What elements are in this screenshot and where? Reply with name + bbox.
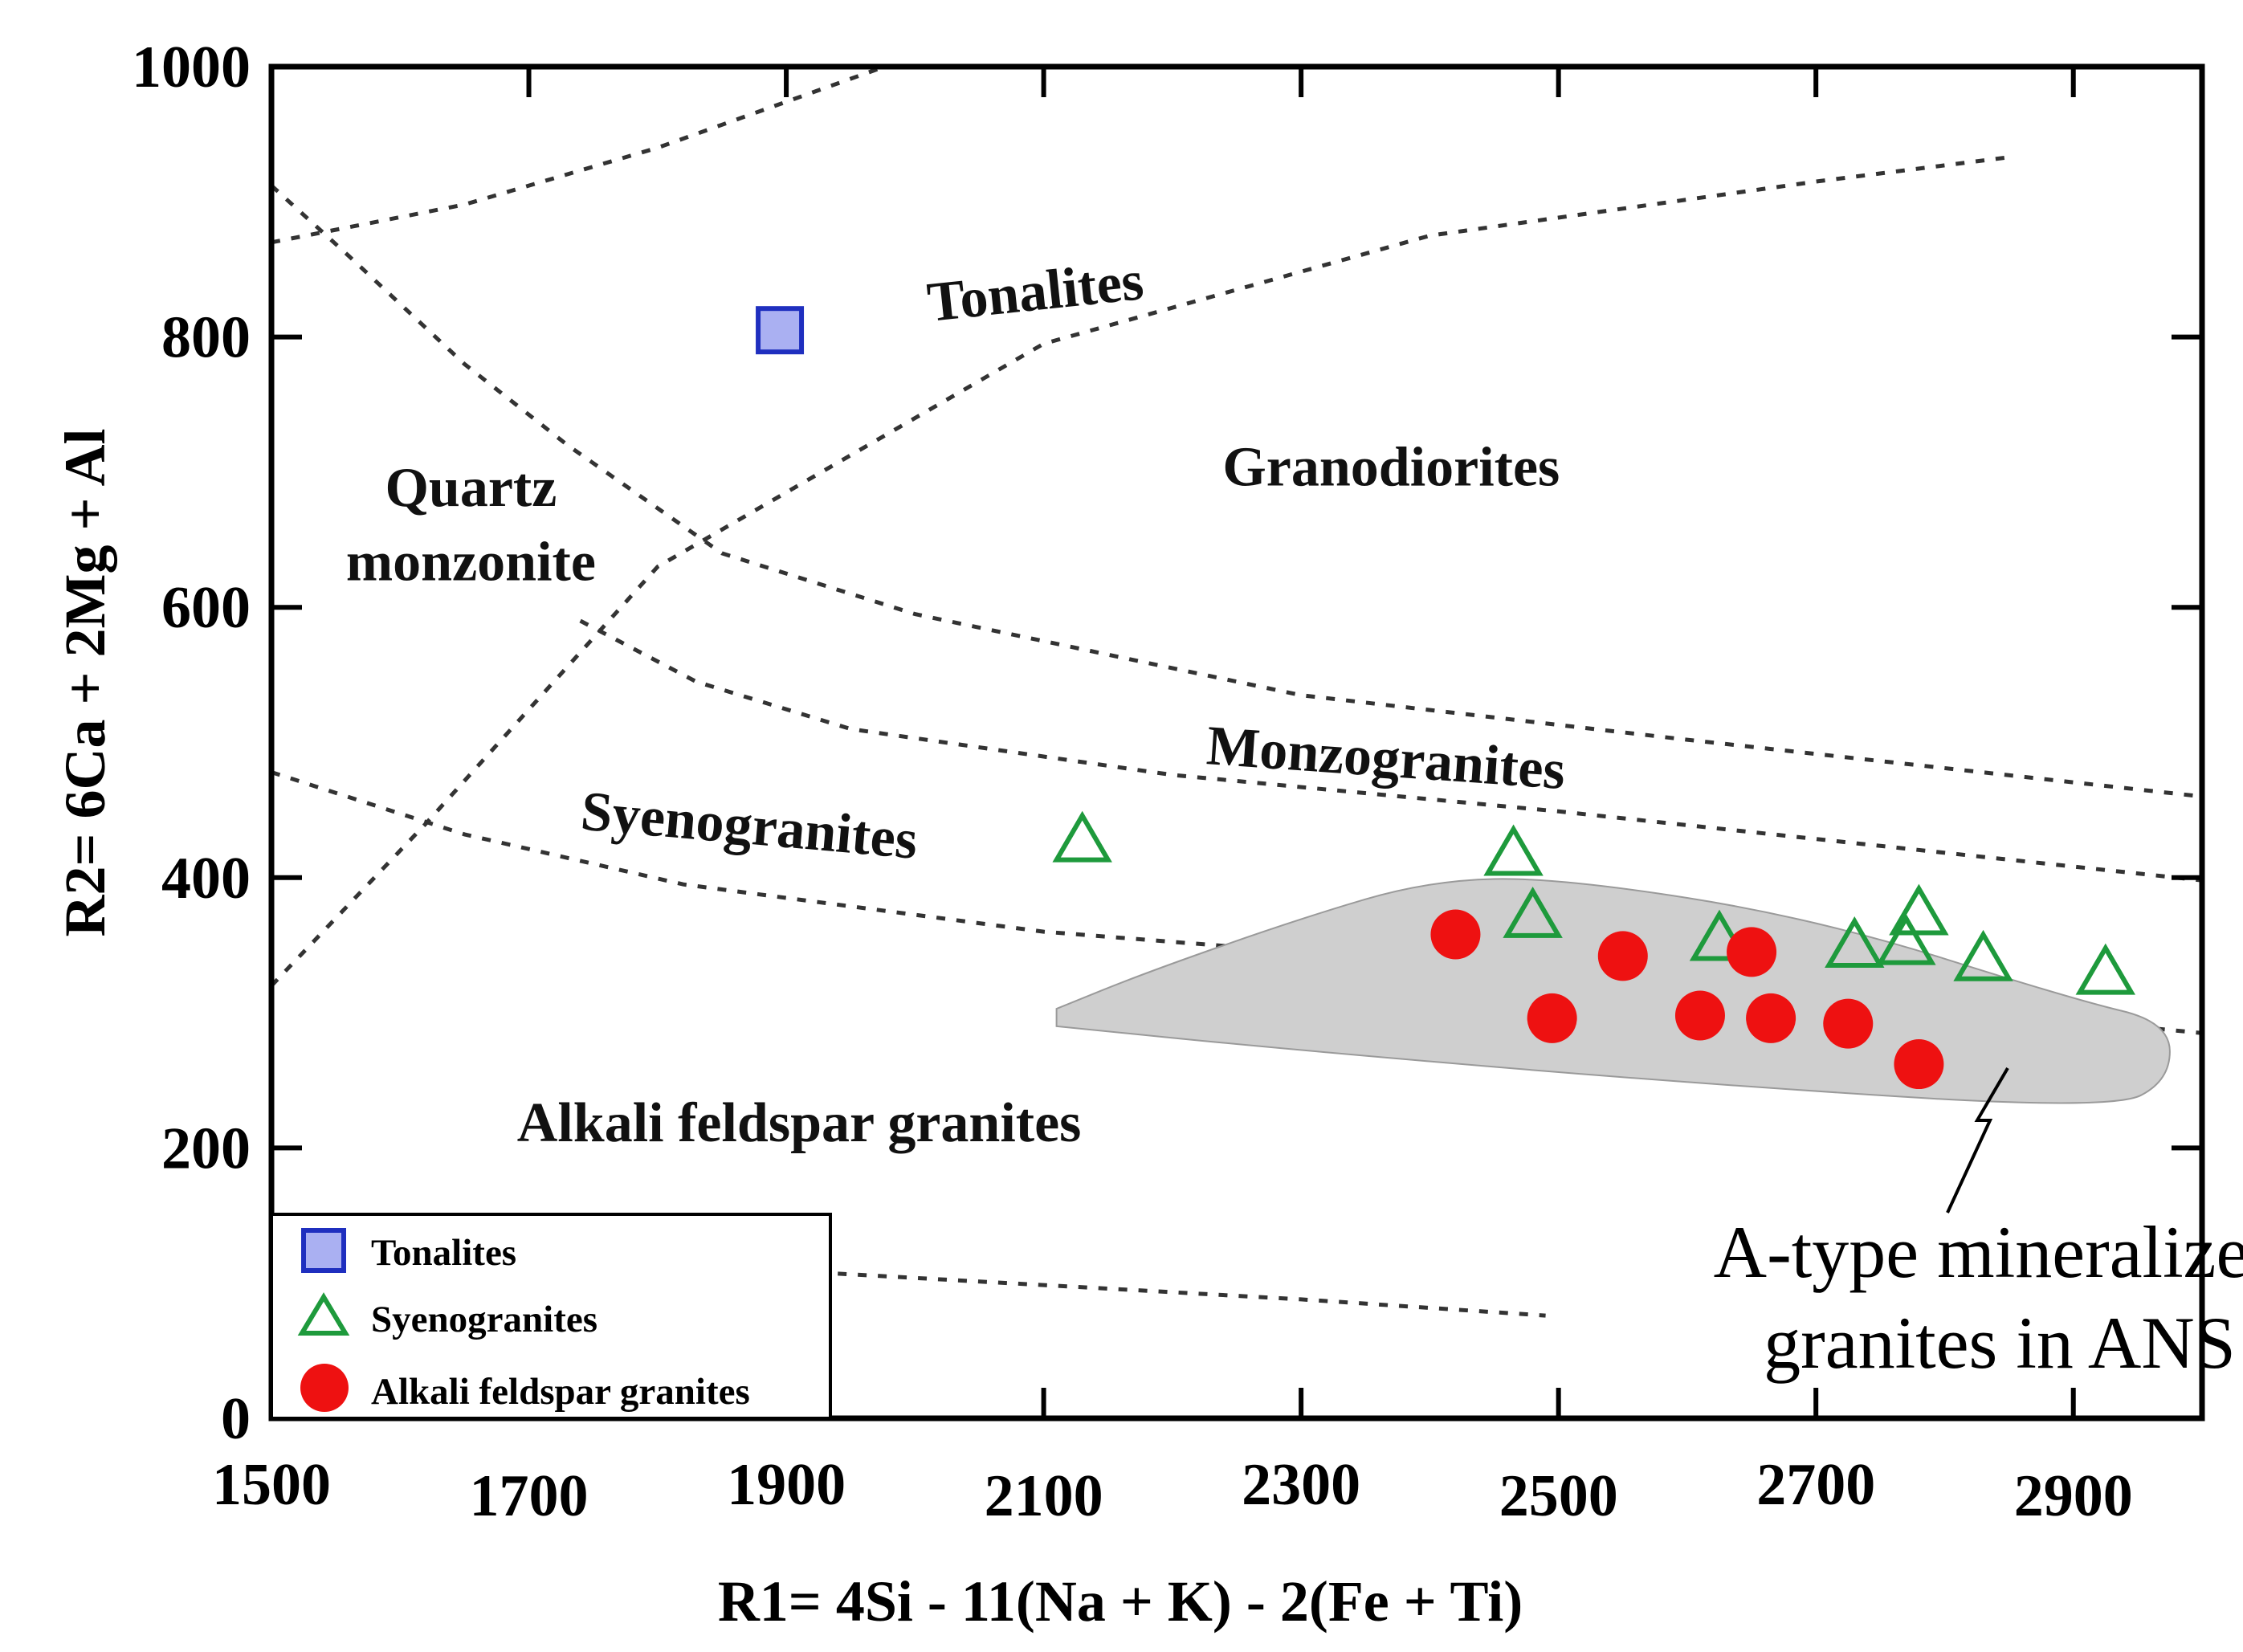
legend-syenogranites-label: Syenogranites xyxy=(371,1299,597,1340)
legend-tonalites-label: Tonalites xyxy=(371,1232,516,1274)
syenogranites-point xyxy=(1052,810,1112,863)
field-label: Quartz xyxy=(385,457,557,519)
field-boundary-line xyxy=(271,770,2202,1035)
syenogranites-point xyxy=(1483,824,1544,876)
legend-alkali-feldspar-granites-marker xyxy=(300,1364,349,1412)
data-points xyxy=(756,306,2136,1090)
axis-ticks: 1500 1700 1900 2100 2300 2500 2700 2900 0 200 400 6… xyxy=(132,35,2202,1529)
syenogranites-point xyxy=(2075,943,2136,995)
syenogranites-point xyxy=(1953,929,2013,981)
syenogranites-point xyxy=(1503,886,1563,938)
alkali-feldspar-granites-point xyxy=(1727,927,1777,977)
tonalites-point xyxy=(756,306,805,355)
x-tick-label: 1500 xyxy=(212,1452,331,1518)
alkali-feldspar-granites-point xyxy=(1597,931,1648,981)
x-tick-label: 2300 xyxy=(1242,1452,1360,1518)
y-tick-label: 200 xyxy=(161,1116,251,1181)
x-tick-label: 1900 xyxy=(727,1452,846,1518)
plot-frame xyxy=(268,63,2205,1422)
alkali-feldspar-granites-point xyxy=(1746,993,1796,1043)
legend-tonalites-marker xyxy=(301,1228,346,1273)
x-tick-label: 2500 xyxy=(1499,1463,1618,1529)
annotation-line-2: granites in ANS xyxy=(1764,1302,2236,1384)
alkali-feldspar-granites-point xyxy=(1527,993,1577,1043)
field-boundaries xyxy=(271,67,2202,1318)
annotation: A-type mineralized granites in ANS xyxy=(1714,1067,2243,1384)
syenogranites-point xyxy=(1876,913,1936,965)
syenogranites-point xyxy=(1889,883,1949,936)
y-tick-label: 800 xyxy=(161,305,251,371)
alkali-feldspar-granites-point xyxy=(1674,990,1725,1041)
legend-alkali-feldspar-granites-label: Alkali feldspar granites xyxy=(371,1371,750,1413)
field-label: Alkali feldspar granites xyxy=(517,1092,1082,1154)
x-axis-title: R1= 4Si - 11(Na + K) - 2(Fe + Ti) xyxy=(718,1569,1523,1634)
alkali-feldspar-granites-point xyxy=(1430,909,1481,960)
x-tick-label: 1700 xyxy=(470,1463,589,1529)
a-type-granites-field xyxy=(1055,878,2171,1104)
syenogranites-point xyxy=(1825,916,1885,968)
annotation-leader-line xyxy=(1946,1067,2009,1214)
legend: Tonalites Syenogranites Alkali feldspar … xyxy=(270,1213,832,1420)
y-tick-label: 0 xyxy=(221,1386,251,1452)
field-boundary-line xyxy=(271,184,2202,799)
alkali-feldspar-granites-point xyxy=(1823,998,1874,1049)
alkali-feldspar-granites-point xyxy=(1894,1039,1944,1090)
y-tick-label: 1000 xyxy=(132,35,251,100)
x-tick-label: 2100 xyxy=(985,1463,1103,1529)
field-label: Granodiorites xyxy=(1222,437,1560,499)
field-label: monzonite xyxy=(346,532,596,593)
annotation-line-1: A-type mineralized xyxy=(1714,1211,2243,1293)
x-tick-label: 2900 xyxy=(2014,1463,2133,1529)
y-axis-title: R2= 6Ca + 2Mg + Al xyxy=(53,428,117,936)
y-tick-label: 400 xyxy=(161,846,251,912)
y-tick-label: 600 xyxy=(161,575,251,641)
field-boundary-line xyxy=(838,1271,1546,1318)
x-tick-label: 2700 xyxy=(1756,1452,1875,1518)
legend-syenogranites-marker xyxy=(297,1292,350,1336)
field-boundary-line xyxy=(579,618,2202,883)
legend-box xyxy=(270,1213,832,1420)
